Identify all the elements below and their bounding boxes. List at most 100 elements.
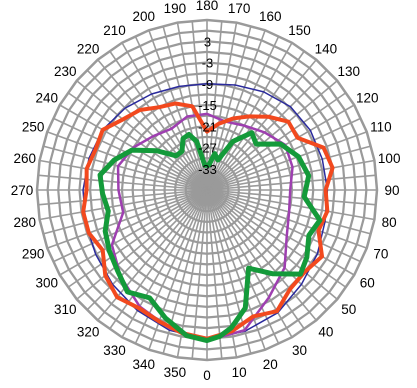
angle-tick-label: 210 [103,23,126,38]
angle-tick-label: 200 [132,9,155,24]
angle-tick-label: 240 [36,91,59,106]
grid-spoke [121,189,208,338]
grid-spoke [42,189,208,235]
grid-spoke [97,59,208,191]
grid-spoke [206,50,306,191]
grid-spoke [86,189,208,311]
series-line-2 [110,112,294,342]
angle-tick-label: 140 [315,41,338,56]
angle-tick-label: 90 [384,183,399,198]
angle-tick-label: 0 [203,368,211,383]
angle-tick-label: 60 [360,276,375,291]
grid-spoke [206,104,355,191]
grid-spoke [86,69,208,191]
grid-spoke [148,29,208,191]
radial-tick-label: 3 [204,34,211,49]
angle-tick-label: 180 [196,0,219,13]
grid-spoke [206,91,347,191]
angle-tick-label: 50 [341,302,356,317]
angle-tick-label: 160 [259,9,282,24]
grid-spoke [206,189,252,355]
angle-tick-label: 170 [228,1,251,16]
grid-spoke [191,189,208,360]
grid-spoke [42,145,208,191]
grid-spoke [206,145,372,191]
grid-spoke [206,189,317,321]
grid-spoke [206,189,306,330]
grid-spoke [76,189,208,300]
angle-tick-label: 300 [36,276,59,291]
series-line-1 [82,83,329,340]
grid-spoke [206,189,368,249]
angle-tick-label: 80 [382,215,397,230]
grid-spoke [206,59,317,191]
grid-spoke [206,189,223,360]
angle-tick-label: 290 [22,246,45,261]
grid-spoke [134,189,208,345]
angle-tick-label: 340 [132,357,155,372]
grid-spoke [108,50,208,191]
angle-tick-label: 250 [22,120,45,135]
angle-tick-label: 350 [164,365,187,380]
grid-spoke [76,80,208,191]
radial-tick-label: -27 [198,141,217,156]
grid-spoke [206,35,280,191]
angle-tick-label: 40 [318,325,333,340]
grid-spoke [206,189,338,300]
angle-tick-label: 190 [164,1,187,16]
grid-spoke [39,189,208,221]
grid-spoke [206,69,328,191]
angle-tick-label: 220 [77,41,100,56]
series-layer [81,83,335,344]
grid-spoke [206,25,252,191]
angle-tick-label: 100 [378,151,401,166]
angle-tick-labels: 0 10 20 30 40 50 60 70 80 90 100 110 120 130 140 150 160… [11,0,401,383]
grid-spoke [162,25,208,191]
series-line-4 [97,130,323,344]
grid-spoke [52,189,208,263]
grid-spoke [206,189,328,311]
grid-spoke [37,174,208,191]
grid-spoke [206,117,362,191]
radial-tick-labels: 3 -3 -9 -15 -21 -27 -33 [198,34,217,177]
angle-tick-label: 280 [14,215,37,230]
angle-tick-label: 320 [77,325,100,340]
radial-tick-label: -3 [202,56,214,71]
series-line-3 [81,101,335,341]
radial-tick-label: -33 [198,162,217,177]
angle-tick-label: 230 [54,64,77,79]
angle-tick-label: 260 [14,151,37,166]
grid-spoke [206,189,377,206]
radial-tick-label: -21 [198,119,217,134]
grid-spoke [67,91,208,191]
grid-spoke [46,189,208,249]
angle-tick-label: 70 [373,246,388,261]
grid-spoke [206,189,266,351]
grid-spoke [67,189,208,289]
angle-tick-label: 130 [337,64,360,79]
angle-tick-label: 10 [232,365,247,380]
grid-spoke [206,189,347,289]
grid-spoke [206,29,266,191]
angle-tick-label: 150 [288,23,311,38]
angle-tick-label: 20 [263,357,278,372]
angle-tick-label: 30 [292,343,307,358]
angle-tick-label: 120 [356,91,379,106]
angle-tick-label: 310 [54,302,77,317]
angle-tick-label: 330 [103,343,126,358]
grid-spoke [59,189,208,276]
radial-tick-label: -15 [198,98,217,113]
grid-spoke [121,42,208,191]
radial-tick-label: -9 [202,77,214,92]
angle-tick-label: 110 [370,120,392,135]
grid-spoke [206,189,355,276]
grid-spoke [39,159,208,191]
grid-spoke [37,189,208,206]
grid-spoke [206,131,368,191]
grid-spoke [206,80,338,191]
grid-spoke [52,117,208,191]
angle-tick-label: 270 [11,183,34,198]
grid-spoke [206,189,362,263]
grid-spoke [134,35,208,191]
